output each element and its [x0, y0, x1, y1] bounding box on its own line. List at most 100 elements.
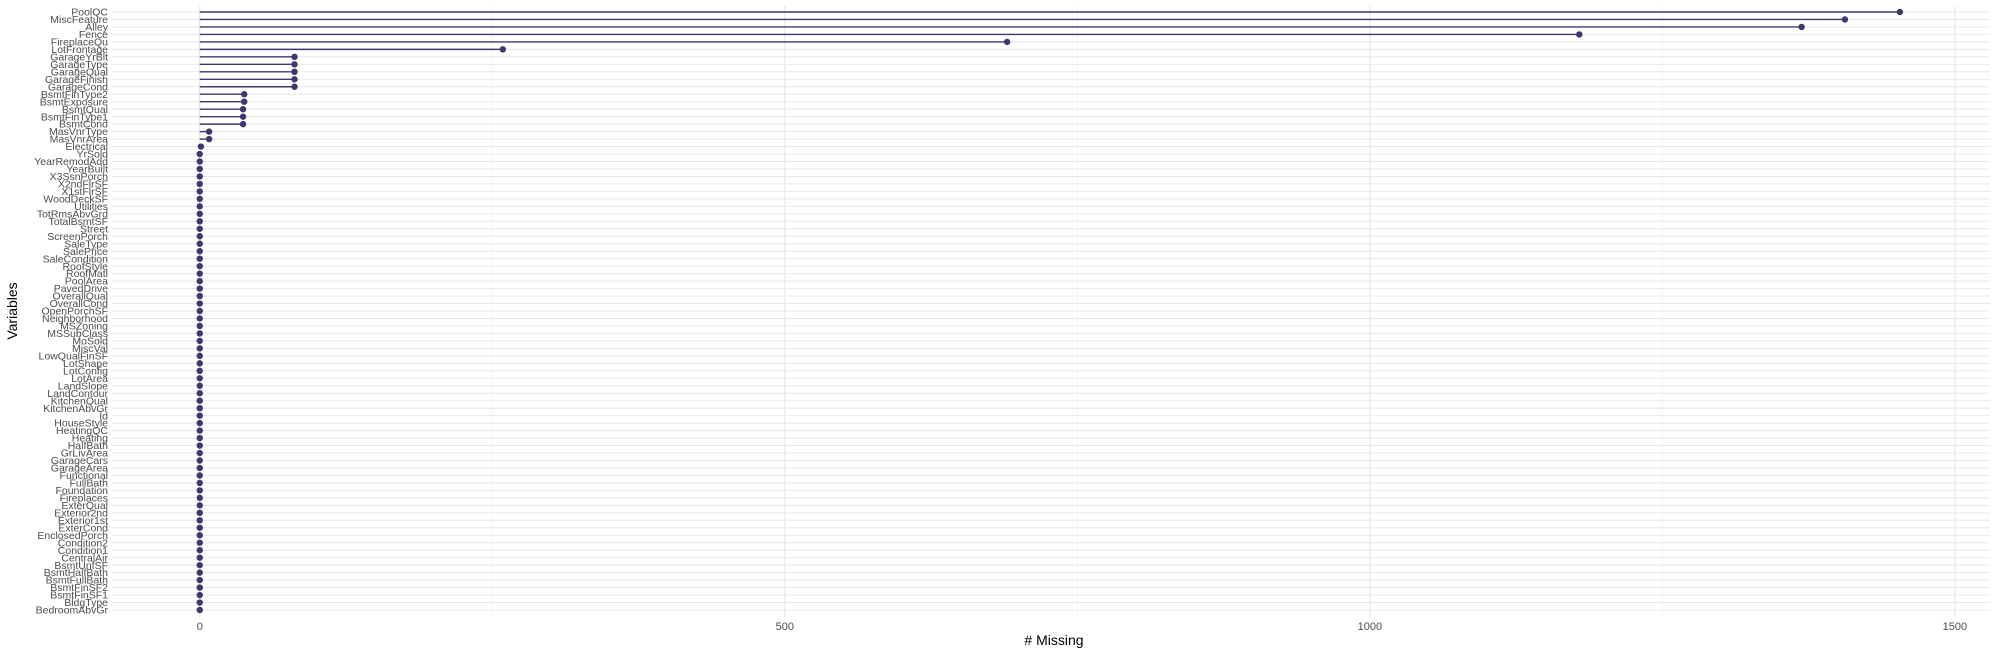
lollipop-point [196, 322, 203, 330]
y-tick-label: PoolArea [65, 276, 108, 288]
lollipop-point [196, 188, 203, 195]
lollipop-point [196, 419, 203, 427]
y-tick-label: LandContour [47, 388, 108, 400]
y-tick-label: OpenPorchSF [41, 306, 108, 318]
lollipop-point [196, 375, 203, 382]
y-tick-label: SalePrice [63, 246, 108, 258]
y-tick-label: SaleType [64, 238, 108, 250]
y-tick-label: Heating [72, 433, 108, 445]
lollipop-point [291, 61, 298, 68]
lollipop-point [196, 464, 203, 472]
x-tick-label: 1500 [1943, 621, 1967, 633]
lollipop-point [241, 91, 248, 98]
y-tick-label: YrSold [76, 149, 108, 161]
lollipop-point [196, 524, 203, 531]
lollipop-point [196, 337, 203, 345]
x-tick-labels: 0 500 1000 1500 [197, 621, 1967, 633]
lollipop-point [196, 307, 203, 315]
y-tick-label: MSSubClass [47, 328, 108, 340]
y-tick-label: BldgType [64, 597, 108, 609]
y-tick-label: Utilities [74, 201, 108, 213]
y-tick-label: LotFrontage [51, 44, 108, 56]
y-tick-label: X2ndFlrSF [58, 179, 108, 191]
y-tick-label: BsmtFinType2 [41, 89, 108, 101]
lollipop-point [196, 360, 203, 367]
y-tick-label: GrLivArea [61, 448, 108, 460]
y-tick-label: GarageArea [51, 463, 108, 475]
y-tick-label: PavedDrive [54, 283, 108, 295]
lollipop-point [196, 599, 203, 606]
lollipop-point [196, 277, 203, 285]
lollipop-point [196, 554, 203, 561]
lollipop-point [239, 113, 247, 120]
lollipop-point [196, 532, 203, 539]
lollipop-point [196, 569, 203, 576]
y-tick-label: Functional [60, 470, 108, 482]
y-tick-label: ExterCond [58, 522, 108, 534]
lollipop-point [1841, 16, 1849, 23]
x-tick-label: 500 [776, 621, 794, 633]
y-tick-label: BsmtFullBath [46, 575, 109, 587]
lollipop-point [196, 390, 203, 397]
y-tick-label: HeatingQC [56, 425, 108, 437]
y-tick-label: OverallCond [50, 298, 109, 310]
lollipop-point [196, 262, 203, 270]
lollipop-point [291, 83, 298, 90]
lollipop-point [196, 457, 203, 464]
lollipop-point [291, 76, 298, 83]
lollipop-point [196, 517, 203, 524]
y-tick-label: Foundation [55, 485, 108, 497]
lollipop-point [196, 203, 203, 210]
y-tick-label: MasVnrArea [50, 134, 109, 146]
y-tick-label: SaleCondition [43, 253, 109, 265]
lollipop-point [196, 165, 203, 173]
lollipop-point [196, 173, 203, 180]
lollipop-point [196, 315, 203, 322]
y-tick-label: ScreenPorch [47, 231, 108, 243]
x-tick-label: 0 [197, 621, 203, 633]
lollipop-point [1576, 31, 1583, 38]
lollipop-point [196, 210, 203, 218]
lollipop-point [196, 487, 203, 494]
y-tick-label: LowQualFinSF [39, 350, 108, 362]
lollipop-point [196, 434, 203, 442]
lollipop-point [196, 195, 203, 203]
lollipop-point [196, 561, 203, 569]
lollipop-point [196, 180, 203, 188]
lollipop-point [196, 502, 203, 509]
lollipop-point [205, 135, 213, 143]
lollipop-point [196, 248, 203, 255]
lollipop-point [239, 120, 247, 128]
y-tick-label: Id [99, 410, 108, 422]
lollipop-point [196, 345, 203, 352]
lollipop-point [196, 606, 203, 614]
y-tick-label: GarageType [50, 59, 108, 71]
y-tick-label: GarageFinish [45, 74, 108, 86]
lollipop-point [197, 143, 205, 150]
y-tick-label: HouseStyle [54, 418, 108, 430]
y-tick-label: ExterQual [61, 500, 108, 512]
y-tick-label: MiscFeature [50, 14, 108, 26]
lollipop-point [1003, 38, 1011, 46]
y-tick-label: FullBath [69, 478, 108, 490]
y-tick-label: MasVnrType [49, 126, 108, 138]
lollipop-point [196, 233, 203, 240]
lollipop-point [196, 150, 203, 158]
y-tick-label: GarageCond [48, 81, 108, 93]
lollipop-point [196, 591, 203, 599]
y-tick-label: TotRmsAbvGrd [37, 208, 108, 220]
y-tick-label: HalfBath [68, 440, 108, 452]
lollipop-point [196, 225, 203, 232]
lollipop-point [196, 352, 203, 360]
y-tick-label: YearRemodAdd [34, 156, 108, 168]
y-tick-label: YearBuilt [66, 164, 108, 176]
y-tick-label: Exterior2nd [54, 507, 108, 519]
y-tick-label: Condition2 [58, 537, 108, 549]
y-tick-label: GarageCars [51, 455, 108, 467]
y-tick-label: Electrical [65, 141, 108, 153]
lollipop-point [196, 547, 203, 554]
y-tick-label: BsmtHalfBath [44, 567, 108, 579]
lollipop-point [196, 449, 203, 457]
